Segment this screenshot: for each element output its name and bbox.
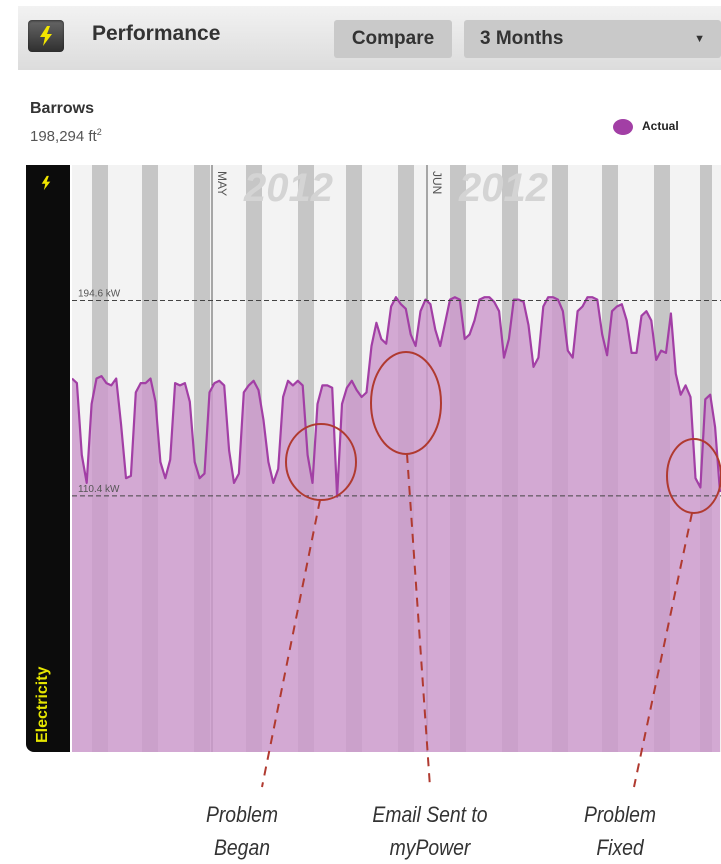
time-range-value: 3 Months [480,28,564,49]
annotation-label-line: Began [214,835,270,860]
annotation-label-line: myPower [389,835,471,860]
site-area-unit-exponent: 2 [96,127,102,137]
meter-label: Electricity [34,666,51,743]
chart-legend: Actual [613,117,708,139]
annotation-circle [285,423,357,501]
annotation-circle [370,351,442,455]
time-range-select[interactable]: 3 Months ▼ [464,20,721,58]
legend-label-actual: Actual [642,119,679,133]
site-area-value: 198,294 ft [30,128,97,145]
site-name: Barrows [30,100,95,117]
site-area: 198,294 ft2 [30,127,102,145]
series-area-actual [72,297,720,752]
lightning-icon [41,175,51,191]
month-label: MAY [215,171,229,196]
panel-title: Performance [92,22,221,45]
year-watermark: 2012 [458,166,548,210]
electricity-chart: MAY 2012 JUN 2012 194.6 kW 110.4 kW [72,165,721,752]
annotation-label: Email Sent to myPower [364,798,496,864]
reference-line-label: 110.4 kW [78,484,120,495]
lightning-icon[interactable] [28,20,64,52]
month-label: JUN [430,171,444,194]
annotation-label: Problem Began [176,798,308,864]
compare-button[interactable]: Compare [334,20,452,58]
year-watermark: 2012 [243,166,333,210]
reference-line-label: 194.6 kW [78,288,121,299]
meter-sidebar: Electricity [26,165,70,752]
annotation-label: Problem Fixed [554,798,686,864]
annotation-label-line: Problem [205,802,279,827]
annotation-label-line: Email Sent to [372,802,488,827]
series-line-actual [72,296,721,498]
annotation-label-line: Problem [583,802,657,827]
chevron-down-icon: ▼ [694,33,705,45]
legend-swatch-actual [613,119,633,135]
performance-header: Performance Compare 3 Months ▼ [18,6,721,70]
annotation-circle [666,438,721,514]
annotation-label-line: Fixed [596,835,644,860]
